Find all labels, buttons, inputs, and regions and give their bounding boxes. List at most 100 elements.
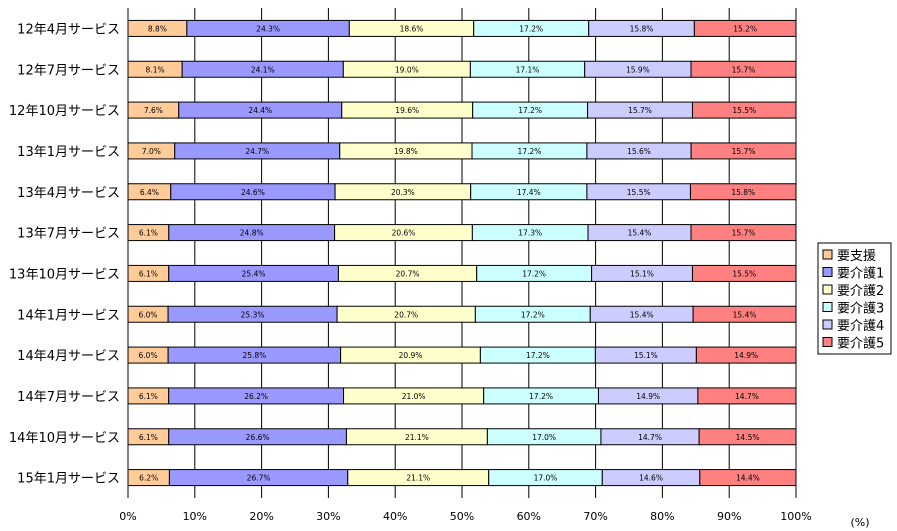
legend-label: 要介護2	[837, 283, 884, 299]
category-label: 13年4月サービス	[17, 186, 120, 201]
legend-label: 要介護1	[837, 266, 884, 282]
x-tick-label: 60%	[517, 510, 541, 523]
bar-value-label: 19.6%	[395, 106, 419, 115]
legend-label: 要支援	[837, 249, 876, 264]
bar-value-label: 7.0%	[142, 147, 161, 156]
bar-value-label: 17.3%	[518, 229, 542, 238]
x-tick-label: 90%	[717, 510, 741, 523]
bar-segment	[693, 19, 797, 37]
bar-value-label: 15.2%	[733, 24, 757, 33]
bar-value-label: 14.6%	[639, 474, 663, 483]
x-tick-label: 0%	[119, 510, 136, 523]
bar-segment	[698, 428, 797, 446]
bar-value-label: 15.7%	[732, 65, 756, 74]
x-tick-label: 100%	[780, 510, 811, 523]
category-label: 14年7月サービス	[17, 390, 120, 405]
category-label: 13年1月サービス	[17, 145, 120, 160]
bar-segment	[691, 264, 797, 282]
x-tick-label: 30%	[316, 510, 340, 523]
x-tick-label: 50%	[450, 510, 474, 523]
x-tick-label: 10%	[183, 510, 207, 523]
category-label: 13年10月サービス	[9, 267, 120, 282]
bar-value-label: 15.5%	[732, 106, 756, 115]
bar-value-label: 14.9%	[734, 351, 758, 360]
bar-value-label: 24.6%	[241, 188, 265, 197]
legend-swatch	[822, 249, 833, 260]
bar-segment	[691, 101, 797, 119]
bar-value-label: 15.9%	[626, 65, 650, 74]
bar-value-label: 25.4%	[242, 269, 266, 278]
bar-value-label: 15.8%	[731, 188, 755, 197]
category-label: 14年4月サービス	[17, 349, 120, 364]
bar-segment	[689, 183, 797, 201]
bar-value-label: 21.1%	[405, 433, 429, 442]
category-label: 12年7月サービス	[17, 63, 120, 78]
bar-value-label: 17.2%	[519, 24, 543, 33]
bar-value-label: 24.7%	[245, 147, 269, 156]
unit-label: (%)	[850, 516, 869, 529]
bar-value-label: 15.4%	[630, 310, 654, 319]
bar-value-label: 6.4%	[140, 188, 159, 197]
bar-value-label: 17.2%	[522, 269, 546, 278]
legend-label: 要介護5	[837, 336, 884, 352]
bar-value-label: 17.2%	[526, 351, 550, 360]
bar-value-label: 26.2%	[244, 392, 268, 401]
bar-segment	[699, 469, 797, 487]
bar-value-label: 24.8%	[240, 229, 264, 238]
bar-value-label: 17.0%	[534, 474, 558, 483]
x-tick-label: 70%	[583, 510, 607, 523]
bar-segment	[690, 60, 797, 78]
bar-value-label: 6.1%	[139, 433, 158, 442]
bar-value-label: 17.2%	[518, 106, 542, 115]
bar-value-label: 14.7%	[638, 433, 662, 442]
bar-value-label: 15.6%	[627, 147, 651, 156]
bar-value-label: 14.7%	[735, 392, 759, 401]
bar-value-label: 17.1%	[516, 65, 540, 74]
bar-value-label: 25.3%	[241, 310, 265, 319]
x-tick-label: 80%	[650, 510, 674, 523]
bar-value-label: 14.4%	[736, 474, 760, 483]
bar-value-label: 20.7%	[394, 310, 418, 319]
bar-value-label: 6.1%	[139, 269, 158, 278]
bar-value-label: 24.4%	[248, 106, 272, 115]
legend-swatch	[822, 267, 833, 277]
bar-value-label: 19.8%	[394, 147, 418, 156]
bar-value-label: 21.0%	[402, 392, 426, 401]
bar-value-label: 24.1%	[251, 65, 275, 74]
bar-value-label: 14.5%	[736, 433, 760, 442]
bar-value-label: 17.2%	[529, 392, 553, 401]
bar-value-label: 15.1%	[634, 351, 658, 360]
bar-value-label: 6.0%	[139, 351, 158, 360]
legend-box	[817, 242, 892, 355]
bar-value-label: 17.2%	[518, 147, 542, 156]
bar-value-label: 26.7%	[247, 474, 271, 483]
bar-value-label: 15.7%	[732, 229, 756, 238]
bar-value-label: 15.8%	[630, 24, 654, 33]
bar-value-label: 20.7%	[396, 269, 420, 278]
bar-value-label: 24.3%	[256, 24, 280, 33]
bar-value-label: 15.5%	[732, 269, 756, 278]
bar-value-label: 14.9%	[636, 392, 660, 401]
bar-value-label: 6.2%	[139, 474, 158, 483]
bar-value-label: 20.6%	[392, 229, 416, 238]
bar-value-label: 17.2%	[521, 310, 545, 319]
category-label: 13年7月サービス	[17, 227, 120, 242]
bar-value-label: 26.6%	[246, 433, 270, 442]
legend-swatch	[822, 302, 833, 312]
bar-segment	[692, 305, 797, 323]
bar-segment	[695, 346, 797, 364]
bar-value-label: 21.1%	[406, 474, 430, 483]
legend-label: 要介護3	[837, 301, 884, 317]
bar-segment	[697, 387, 797, 405]
x-tick-label: 40%	[383, 510, 407, 523]
bar-value-label: 20.9%	[399, 351, 423, 360]
bar-value-label: 20.3%	[391, 188, 415, 197]
x-tick-label: 20%	[249, 510, 273, 523]
bar-value-label: 6.0%	[139, 310, 158, 319]
bar-value-label: 15.1%	[630, 269, 654, 278]
legend-swatch	[822, 284, 833, 295]
bar-value-label: 15.5%	[627, 188, 651, 197]
bar-value-label: 15.4%	[733, 310, 757, 319]
bar-value-label: 15.7%	[732, 147, 756, 156]
